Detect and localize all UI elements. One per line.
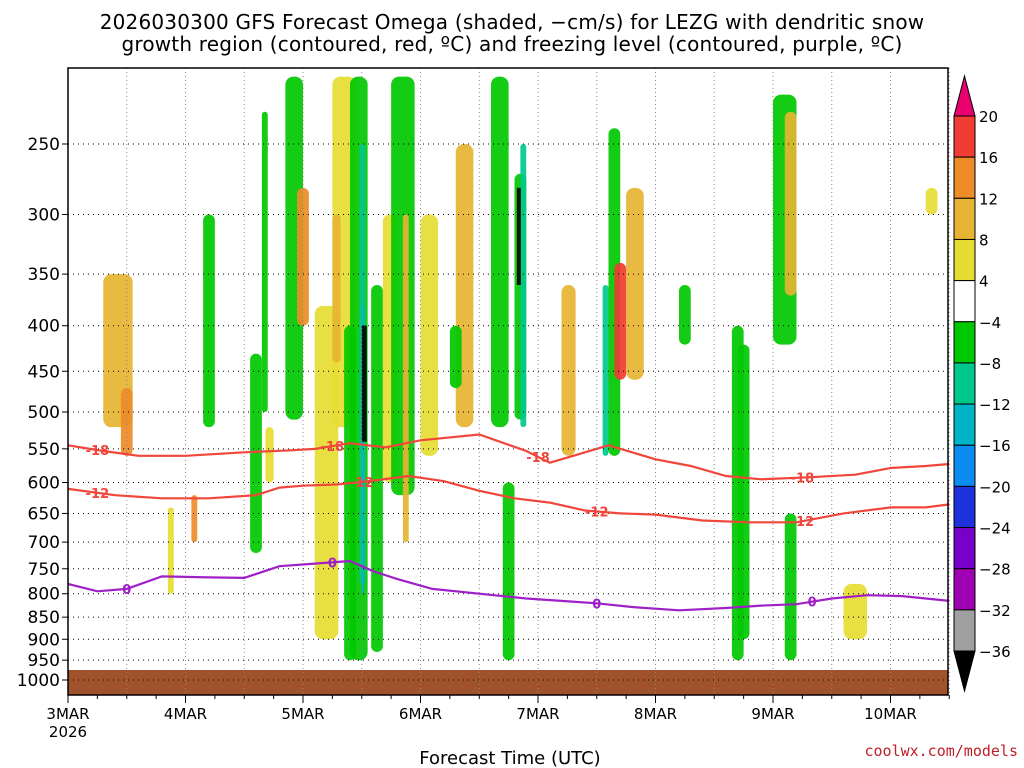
contour-label: 0 bbox=[592, 597, 601, 612]
colorbar-segment bbox=[953, 156, 976, 199]
contour-label: -18 bbox=[321, 440, 345, 455]
colorbar-segment bbox=[953, 485, 976, 529]
x-tick-label: 6MAR bbox=[399, 705, 442, 723]
colorbar-label: −20 bbox=[979, 478, 1011, 496]
contour-label: 0 bbox=[122, 583, 131, 598]
contour-label: -18 bbox=[791, 472, 815, 487]
colorbar-label: −24 bbox=[979, 520, 1011, 538]
colorbar-segment bbox=[953, 568, 976, 611]
colorbar-label: 8 bbox=[979, 231, 989, 249]
contour-lines: -18 -18 -18 -18 -12 -12 -12 -12 0 0 0 0 bbox=[67, 433, 950, 612]
contour-label: 0 bbox=[328, 556, 337, 571]
contour-label: -12 bbox=[86, 487, 110, 502]
x-tick-label: 4MAR bbox=[164, 705, 207, 723]
colorbar-segment bbox=[953, 527, 976, 570]
y-tick-label: 1000 bbox=[17, 671, 60, 691]
colorbar-label: −4 bbox=[979, 314, 1001, 332]
y-tick-label: 650 bbox=[28, 504, 60, 524]
y-tick-label: 900 bbox=[28, 630, 60, 650]
chart-title-line1: 2026030300 GFS Forecast Omega (shaded, −… bbox=[99, 10, 925, 34]
omega-shading bbox=[103, 76, 938, 661]
x-tick-label: 7MAR bbox=[516, 705, 559, 723]
y-tick-label: 400 bbox=[28, 317, 60, 337]
contour--18 bbox=[67, 433, 950, 481]
colorbar-segment bbox=[953, 115, 976, 158]
colorbar-segment bbox=[953, 197, 976, 240]
colorbar: 20 16 12 8 4 −4 −8 −12 −16 −20 −24 −28 −32 −36 bbox=[953, 74, 1011, 693]
y-tick-label: 950 bbox=[28, 651, 60, 671]
contour-label: -18 bbox=[86, 444, 110, 459]
colorbar-label: 20 bbox=[979, 108, 998, 126]
colorbar-segment bbox=[953, 280, 976, 323]
y-tick-label: 450 bbox=[28, 362, 60, 382]
colorbar-label: 12 bbox=[979, 190, 998, 208]
ground-layer bbox=[68, 670, 948, 695]
colorbar-label: −12 bbox=[979, 396, 1011, 414]
contour-label: -12 bbox=[350, 476, 374, 491]
contour-label: 0 bbox=[808, 596, 817, 611]
colorbar-segment bbox=[953, 238, 976, 282]
colorbar-label: −36 bbox=[979, 643, 1011, 661]
colorbar-label: −32 bbox=[979, 602, 1011, 620]
colorbar-label: 16 bbox=[979, 149, 998, 167]
y-tick-label: 500 bbox=[28, 403, 60, 423]
contour-label: -18 bbox=[526, 451, 550, 466]
x-year-label: 2026 bbox=[49, 723, 87, 741]
colorbar-segment bbox=[953, 362, 976, 405]
colorbar-segment bbox=[953, 609, 976, 652]
chart-title-line2: growth region (contoured, red, ºC) and f… bbox=[121, 32, 903, 56]
colorbar-label: −8 bbox=[979, 355, 1001, 373]
x-axis-label: Forecast Time (UTC) bbox=[419, 748, 600, 768]
y-tick-label: 350 bbox=[28, 265, 60, 285]
contour-0 bbox=[67, 559, 950, 612]
x-tick-label: 9MAR bbox=[751, 705, 794, 723]
y-tick-label: 750 bbox=[28, 560, 60, 580]
y-tick-label: 700 bbox=[28, 533, 60, 553]
plot-frame bbox=[67, 67, 949, 696]
colorbar-segment bbox=[953, 403, 976, 446]
colorbar-top-arrow bbox=[953, 74, 976, 117]
y-axis: 2503003504004505005506006507007508008509… bbox=[17, 135, 68, 691]
colorbar-label: 4 bbox=[979, 273, 989, 291]
credit-text: coolwx.com/models bbox=[864, 742, 1018, 760]
x-tick-label: 3MAR bbox=[46, 705, 89, 723]
y-tick-label: 550 bbox=[28, 440, 60, 460]
contour-label: -12 bbox=[791, 515, 815, 530]
colorbar-bottom-arrow bbox=[953, 650, 976, 693]
x-tick-label: 10MAR bbox=[864, 705, 917, 723]
contour-label: -12 bbox=[585, 505, 609, 520]
y-tick-label: 850 bbox=[28, 608, 60, 628]
y-tick-label: 300 bbox=[28, 205, 60, 225]
colorbar-segment bbox=[953, 321, 976, 364]
x-tick-label: 5MAR bbox=[281, 705, 324, 723]
colorbar-label: −16 bbox=[979, 437, 1011, 455]
x-tick-label: 8MAR bbox=[634, 705, 677, 723]
x-axis: 3MAR 4MAR 5MAR 6MAR 7MAR 8MAR 9MAR 10MAR 2026 bbox=[46, 695, 950, 741]
contour--12 bbox=[67, 474, 950, 524]
y-tick-label: 250 bbox=[28, 135, 60, 155]
colorbar-segment bbox=[953, 444, 976, 487]
y-tick-label: 600 bbox=[28, 473, 60, 493]
y-tick-label: 800 bbox=[28, 585, 60, 605]
colorbar-label: −28 bbox=[979, 561, 1011, 579]
